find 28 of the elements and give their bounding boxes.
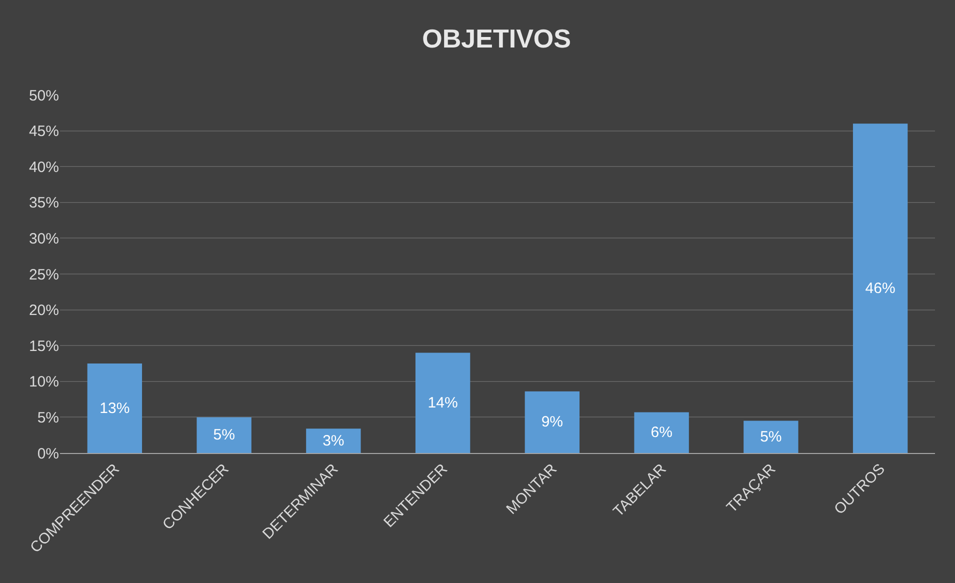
y-tick-label: 30% (28, 230, 59, 248)
bar (87, 364, 142, 453)
y-tick-label: 5% (37, 409, 59, 426)
y-tick-label: 35% (28, 194, 59, 212)
y-tick-label: 25% (28, 266, 59, 284)
data-label: 14% (428, 394, 458, 412)
y-tick-label: 20% (28, 302, 59, 320)
y-tick-label: 45% (28, 123, 59, 140)
bar (524, 391, 580, 453)
data-label: 13% (100, 400, 130, 417)
data-label: 46% (865, 280, 896, 297)
y-tick-label: 0% (37, 445, 59, 462)
bar (852, 124, 908, 453)
y-tick-label: 40% (28, 158, 59, 176)
bar (415, 352, 470, 453)
data-label: 5% (213, 426, 235, 444)
bar (744, 420, 798, 453)
bar (196, 417, 252, 453)
data-label: 9% (541, 414, 564, 431)
bar (306, 428, 361, 453)
data-label: 3% (322, 432, 344, 450)
data-label: 5% (760, 428, 782, 446)
y-tick-label: 10% (28, 374, 59, 391)
y-tick-label: 15% (28, 338, 59, 355)
y-tick-label: 50% (28, 87, 59, 104)
data-label: 6% (650, 424, 672, 442)
chart-title: OBJETIVOS (422, 23, 572, 54)
bar (634, 412, 689, 453)
